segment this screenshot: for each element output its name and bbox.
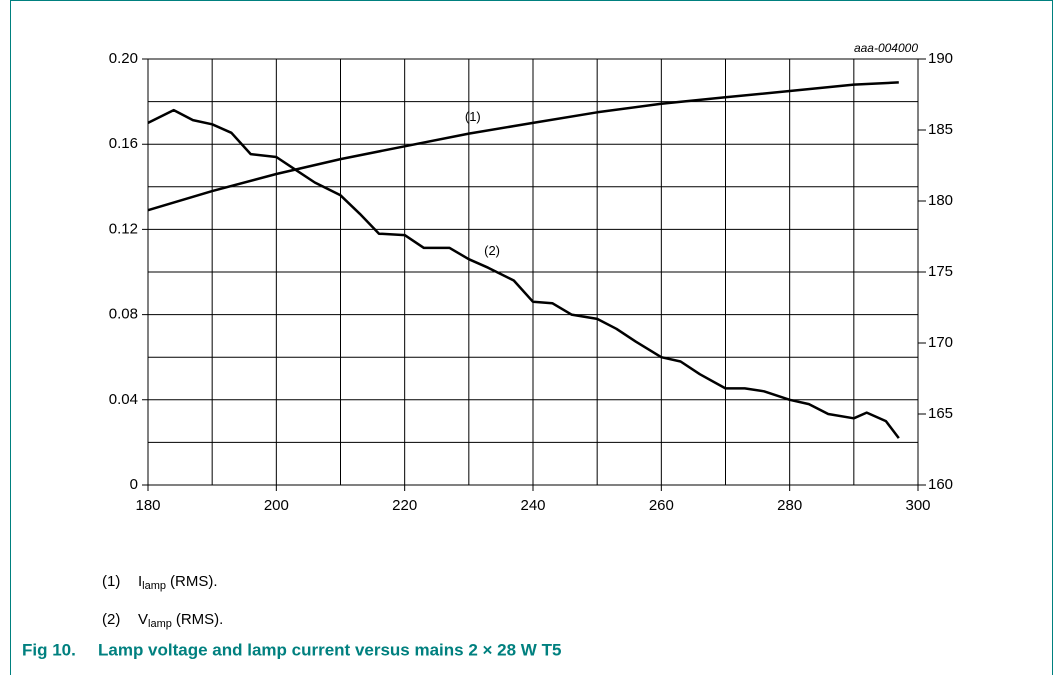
- frame: [10, 0, 1053, 675]
- line-series: [147, 81, 899, 212]
- legend-marker: (2): [102, 611, 120, 628]
- y2-tick-label: 160: [928, 476, 953, 493]
- caption-number: Fig 10.: [22, 640, 76, 659]
- y-tick-label: 0.12: [109, 220, 138, 237]
- y2-tick-label: 180: [928, 192, 953, 209]
- legend-text: (RMS).: [170, 573, 218, 590]
- x-tick-label: 280: [777, 497, 802, 514]
- y-tick-label: 0.16: [109, 135, 138, 152]
- legend-sub: lamp: [148, 618, 172, 630]
- legend-text: Ilamp (RMS).: [138, 573, 218, 592]
- y2-tick-label: 185: [928, 121, 953, 138]
- caption-text: Lamp voltage and lamp current versus mai…: [98, 640, 561, 659]
- y2-tick-label: 190: [928, 50, 953, 67]
- y-tick-label: 0.20: [109, 50, 138, 67]
- y2-tick-label: 170: [928, 334, 953, 351]
- legend-symbol: I: [138, 573, 142, 590]
- curve-label: (1): [465, 109, 481, 124]
- line-series: [147, 108, 900, 439]
- y2-tick-label: 165: [928, 405, 953, 422]
- legend: (1) Ilamp (RMS). (2) Vlamp (RMS).: [102, 573, 223, 630]
- legend-marker: (1): [102, 573, 120, 590]
- legend-text: (RMS).: [176, 611, 224, 628]
- x-tick-label: 200: [264, 497, 289, 514]
- x-tick-label: 260: [649, 497, 674, 514]
- figure-code: aaa-004000: [854, 41, 918, 55]
- legend-text: Vlamp (RMS).: [138, 611, 223, 630]
- x-tick-label: 300: [905, 497, 930, 514]
- curve-label: (2): [484, 243, 500, 258]
- x-tick-label: 240: [520, 497, 545, 514]
- x-tick-label: 220: [392, 497, 417, 514]
- legend-sub: lamp: [142, 580, 166, 592]
- x-tick-label: 180: [135, 497, 160, 514]
- y-tick-label: 0.08: [109, 306, 138, 323]
- legend-symbol: V: [138, 611, 148, 628]
- y-tick-label: 0.04: [109, 391, 138, 408]
- y2-tick-label: 175: [928, 263, 953, 280]
- y-tick-label: 0: [130, 476, 138, 493]
